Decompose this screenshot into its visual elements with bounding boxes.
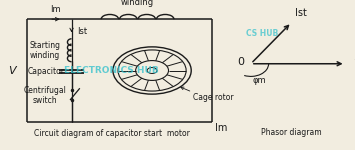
Text: φm: φm <box>252 76 266 85</box>
Text: Ist: Ist <box>77 27 87 36</box>
Text: Ist: Ist <box>295 8 307 18</box>
Text: main
winding: main winding <box>121 0 154 7</box>
Text: Centrifugal
switch: Centrifugal switch <box>23 86 66 105</box>
Text: 0: 0 <box>237 57 244 67</box>
Text: Circuit diagram of capacitor start  motor: Circuit diagram of capacitor start motor <box>34 129 190 138</box>
Text: V: V <box>353 59 355 69</box>
Text: Cage rotor: Cage rotor <box>193 93 234 102</box>
Text: V: V <box>9 66 16 75</box>
Text: Im: Im <box>51 5 61 14</box>
Text: Capacitor: Capacitor <box>27 67 64 76</box>
Text: ELECTRONICS HUB: ELECTRONICS HUB <box>65 66 159 75</box>
Text: CS HUB: CS HUB <box>246 29 278 38</box>
Text: Im: Im <box>214 123 227 133</box>
Text: Phasor diagram: Phasor diagram <box>261 128 321 137</box>
Text: Starting
winding: Starting winding <box>29 40 60 60</box>
